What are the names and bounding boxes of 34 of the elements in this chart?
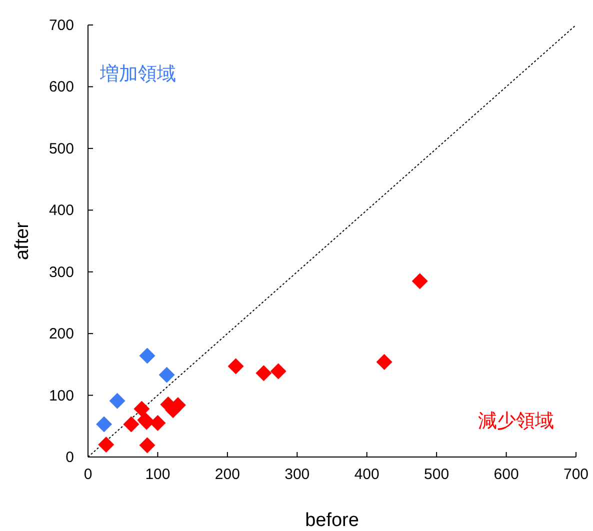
point (134, 400, 150, 417)
x-tick-label: 200 (214, 466, 240, 483)
point (109, 392, 126, 409)
point (139, 437, 156, 454)
x-axis-title: before (305, 510, 359, 531)
point (412, 273, 428, 290)
x-tick-label: 100 (145, 466, 170, 483)
x-tick-label: 300 (284, 466, 310, 483)
x-tick-label: 700 (563, 466, 589, 483)
x-tick-label: 400 (354, 466, 380, 483)
point (96, 416, 112, 432)
y-tick-label: 0 (66, 449, 74, 466)
y-tick-label: 500 (48, 140, 74, 158)
point (150, 415, 166, 432)
y-tick-label: 300 (48, 264, 74, 281)
y-tick-label: 600 (48, 78, 74, 96)
point (256, 365, 272, 382)
point (270, 363, 286, 380)
y-tick-label: 200 (48, 326, 74, 343)
annotation: 減少領域 (478, 411, 554, 432)
point (228, 358, 244, 374)
y-tick-label: 100 (48, 387, 74, 404)
annotation: 増加領域 (99, 63, 176, 85)
point (139, 348, 156, 364)
x-tick-label: 500 (424, 466, 450, 483)
point (376, 354, 392, 370)
y-tick-label: 700 (48, 17, 74, 34)
x-tick-label: 600 (494, 466, 519, 483)
point (158, 366, 175, 383)
x-tick-label: 0 (84, 466, 92, 483)
point (98, 436, 114, 453)
point (123, 416, 140, 432)
y-axis-title: after (12, 221, 33, 260)
y-tick-label: 400 (48, 202, 74, 220)
